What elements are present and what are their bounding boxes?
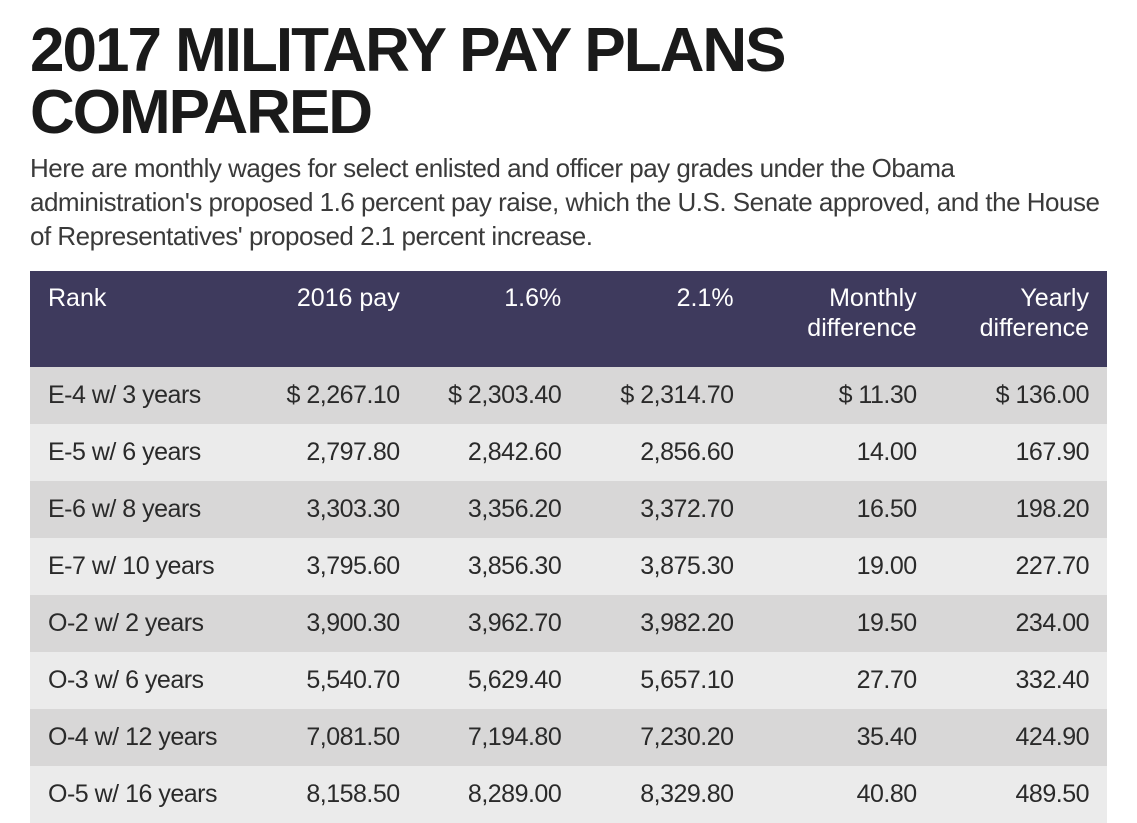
table-body: E-4 w/ 3 years $ 2,267.10 $ 2,303.40 $ 2… [30,367,1107,823]
cell-1-6pct: $ 2,303.40 [418,367,580,424]
cell-rank: O-3 w/ 6 years [30,652,245,709]
cell-2016pay: 7,081.50 [245,709,417,766]
cell-2-1pct: $ 2,314.70 [579,367,751,424]
col-header-rank: Rank [30,271,245,367]
cell-2016pay: $ 2,267.10 [245,367,417,424]
cell-2016pay: 3,303.30 [245,481,417,538]
page-subtitle: Here are monthly wages for select enlist… [30,152,1107,253]
cell-monthly-diff: $ 11.30 [752,367,935,424]
col-header-2-1pct: 2.1% [579,271,751,367]
cell-2016pay: 3,795.60 [245,538,417,595]
cell-1-6pct: 3,356.20 [418,481,580,538]
pay-table: Rank 2016 pay 1.6% 2.1% Monthly differen… [30,271,1107,823]
cell-1-6pct: 3,962.70 [418,595,580,652]
cell-2-1pct: 7,230.20 [579,709,751,766]
col-header-yearly-diff: Yearly difference [935,271,1107,367]
cell-yearly-diff: 234.00 [935,595,1107,652]
cell-2016pay: 8,158.50 [245,766,417,823]
cell-yearly-diff: 424.90 [935,709,1107,766]
cell-1-6pct: 5,629.40 [418,652,580,709]
col-header-1-6pct: 1.6% [418,271,580,367]
cell-1-6pct: 2,842.60 [418,424,580,481]
cell-2016pay: 3,900.30 [245,595,417,652]
cell-rank: E-4 w/ 3 years [30,367,245,424]
cell-rank: E-7 w/ 10 years [30,538,245,595]
table-row: O-2 w/ 2 years 3,900.30 3,962.70 3,982.2… [30,595,1107,652]
cell-2-1pct: 5,657.10 [579,652,751,709]
cell-yearly-diff: 198.20 [935,481,1107,538]
cell-2-1pct: 3,875.30 [579,538,751,595]
col-header-2016pay: 2016 pay [245,271,417,367]
cell-1-6pct: 3,856.30 [418,538,580,595]
cell-monthly-diff: 19.50 [752,595,935,652]
cell-2-1pct: 8,329.80 [579,766,751,823]
cell-yearly-diff: 332.40 [935,652,1107,709]
cell-2-1pct: 3,372.70 [579,481,751,538]
table-header-row: Rank 2016 pay 1.6% 2.1% Monthly differen… [30,271,1107,367]
cell-2016pay: 2,797.80 [245,424,417,481]
table-row: E-6 w/ 8 years 3,303.30 3,356.20 3,372.7… [30,481,1107,538]
cell-1-6pct: 7,194.80 [418,709,580,766]
cell-monthly-diff: 14.00 [752,424,935,481]
table-row: O-5 w/ 16 years 8,158.50 8,289.00 8,329.… [30,766,1107,823]
cell-monthly-diff: 16.50 [752,481,935,538]
table-row: O-4 w/ 12 years 7,081.50 7,194.80 7,230.… [30,709,1107,766]
cell-monthly-diff: 40.80 [752,766,935,823]
table-row: O-3 w/ 6 years 5,540.70 5,629.40 5,657.1… [30,652,1107,709]
cell-rank: E-5 w/ 6 years [30,424,245,481]
cell-monthly-diff: 27.70 [752,652,935,709]
cell-2-1pct: 3,982.20 [579,595,751,652]
cell-1-6pct: 8,289.00 [418,766,580,823]
cell-yearly-diff: 167.90 [935,424,1107,481]
cell-2016pay: 5,540.70 [245,652,417,709]
table-row: E-4 w/ 3 years $ 2,267.10 $ 2,303.40 $ 2… [30,367,1107,424]
cell-yearly-diff: 489.50 [935,766,1107,823]
cell-monthly-diff: 19.00 [752,538,935,595]
col-header-monthly-diff: Monthly difference [752,271,935,367]
cell-rank: E-6 w/ 8 years [30,481,245,538]
cell-rank: O-5 w/ 16 years [30,766,245,823]
table-row: E-5 w/ 6 years 2,797.80 2,842.60 2,856.6… [30,424,1107,481]
cell-monthly-diff: 35.40 [752,709,935,766]
cell-2-1pct: 2,856.60 [579,424,751,481]
table-row: E-7 w/ 10 years 3,795.60 3,856.30 3,875.… [30,538,1107,595]
cell-yearly-diff: 227.70 [935,538,1107,595]
cell-rank: O-4 w/ 12 years [30,709,245,766]
cell-yearly-diff: $ 136.00 [935,367,1107,424]
cell-rank: O-2 w/ 2 years [30,595,245,652]
page-title: 2017 MILITARY PAY PLANS COMPARED [30,20,1107,144]
